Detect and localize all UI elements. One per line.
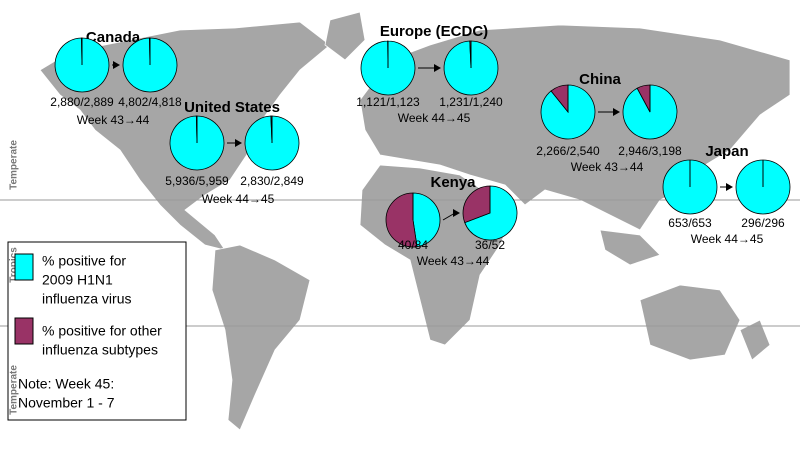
- legend-swatch-h1n1: [14, 253, 34, 281]
- pie-slice-h1n1: [412, 192, 441, 248]
- pie-label: 5,936/5,959: [165, 174, 229, 188]
- pie-slice-other: [462, 185, 491, 224]
- week-label: Week 43→44: [77, 113, 150, 127]
- pie-slice-other: [385, 192, 418, 248]
- pie: [169, 115, 225, 171]
- legend-note: November 1 - 7: [18, 395, 115, 411]
- pie: [360, 40, 416, 96]
- band-label: Temperate: [9, 140, 20, 190]
- pie-label: 36/52: [475, 238, 505, 252]
- pie: [54, 37, 110, 93]
- pie: [122, 37, 178, 93]
- week-label: Week 43→44: [417, 254, 490, 268]
- pie: [622, 84, 678, 140]
- legend-note: Note: Week 45:: [18, 376, 114, 392]
- region-name: Europe (ECDC): [380, 23, 488, 40]
- legend-text: % positive for other: [42, 323, 162, 339]
- region-name: United States: [184, 99, 280, 116]
- pie-label: 4,802/4,818: [118, 95, 182, 109]
- pie-label: 40/84: [398, 238, 428, 252]
- pie-label: 2,946/3,198: [618, 144, 682, 158]
- band-label: Tropics: [9, 247, 20, 283]
- region-name: Japan: [705, 143, 748, 160]
- arrow-head: [235, 139, 242, 147]
- week-label: Week 44→45: [398, 111, 471, 125]
- arrow-head: [613, 108, 620, 116]
- legend-text: influenza subtypes: [42, 342, 158, 358]
- legend-box: [7, 241, 187, 421]
- pie: [462, 185, 518, 241]
- region-name: Kenya: [430, 174, 476, 191]
- pie-slice-h1n1: [464, 185, 518, 241]
- legend-text: 2009 H1N1: [42, 272, 113, 288]
- pie: [443, 40, 499, 96]
- pie-label: 2,266/2,540: [536, 144, 600, 158]
- legend-swatch-other: [14, 317, 34, 345]
- pie-label: 2,880/2,889: [50, 95, 114, 109]
- pie: [735, 159, 791, 215]
- pie: [662, 159, 718, 215]
- week-label: Week 44→45: [202, 192, 275, 206]
- week-label: Week 44→45: [691, 232, 764, 246]
- arrow-head: [453, 209, 460, 217]
- band-label: Temperate: [9, 365, 20, 415]
- pie-label: 2,830/2,849: [240, 174, 304, 188]
- pie-label: 1,231/1,240: [439, 95, 503, 109]
- arrow-head: [726, 183, 733, 191]
- pie-label: 653/653: [668, 216, 712, 230]
- region-name: China: [579, 71, 621, 88]
- pie: [244, 115, 300, 171]
- legend-text: % positive for: [42, 253, 126, 269]
- pie: [540, 84, 596, 140]
- legend-text: influenza virus: [42, 291, 132, 307]
- pie-label: 1,121/1,123: [356, 95, 420, 109]
- week-label: Week 43→44: [571, 160, 644, 174]
- arrow-head: [434, 64, 441, 72]
- arrow-head: [113, 61, 120, 69]
- pie: [385, 192, 441, 248]
- region-name: Canada: [86, 29, 141, 46]
- pie-label: 296/296: [741, 216, 785, 230]
